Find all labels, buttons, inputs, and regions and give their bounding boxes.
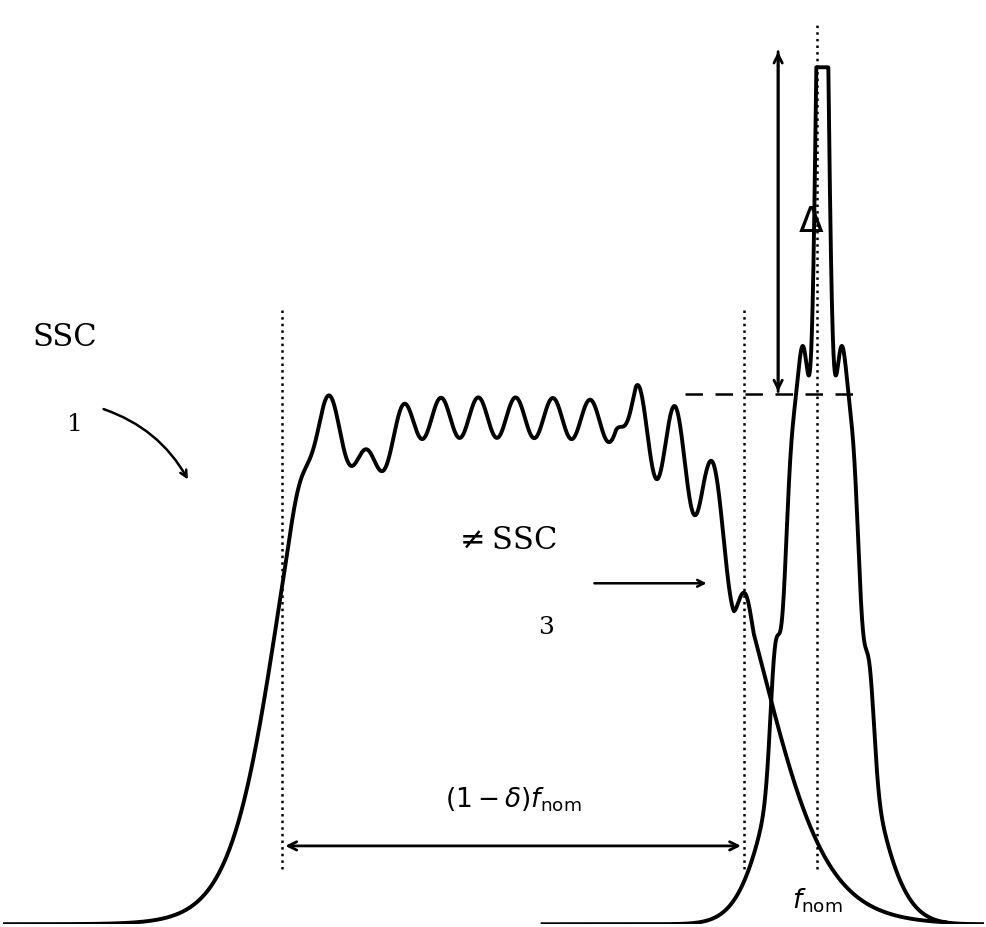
Text: 1: 1 xyxy=(66,413,82,436)
Text: SSC: SSC xyxy=(33,322,97,353)
Text: $f_{\rm nom}$: $f_{\rm nom}$ xyxy=(791,886,842,915)
Text: $(1-\delta)f_{\rm nom}$: $(1-\delta)f_{\rm nom}$ xyxy=(445,785,581,814)
Text: $\Delta$: $\Delta$ xyxy=(797,205,823,238)
Text: 3: 3 xyxy=(537,616,553,639)
Text: $\neq$SSC: $\neq$SSC xyxy=(454,525,556,555)
